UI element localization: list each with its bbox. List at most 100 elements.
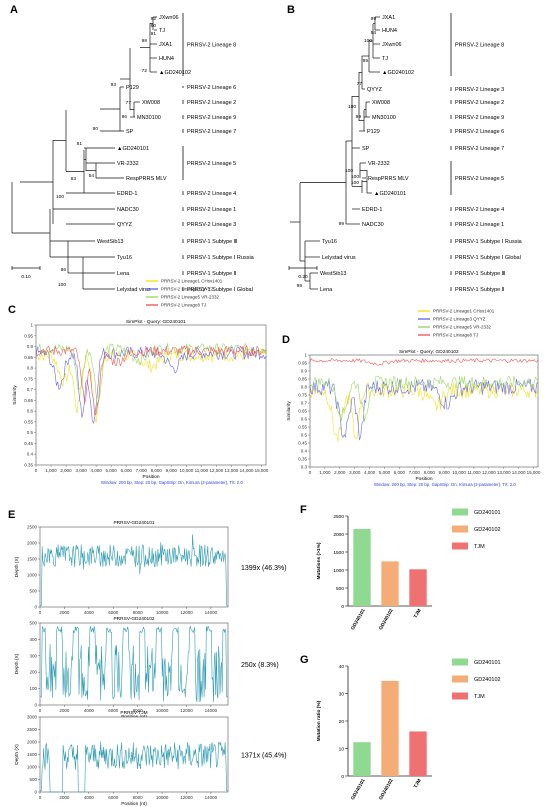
tip-label: RespPRRS MLV: [368, 176, 409, 182]
x-tick-label: 0: [35, 468, 38, 473]
y-tick-label: 1500: [27, 557, 38, 562]
group-label: PRRSV-2 Lineage 5: [187, 161, 236, 167]
bootstrap-value: 72: [142, 68, 148, 74]
bootstrap-value: 100: [345, 168, 353, 174]
y-tick-label: 100: [29, 686, 37, 691]
x-tick-label: 11,000: [195, 468, 209, 473]
group-label: PRRSV-2 Lineage 8: [187, 43, 236, 49]
tip-label: TJ: [159, 28, 165, 34]
y-tick-label: 1000: [27, 765, 38, 770]
x-tick-label: 12000: [180, 795, 193, 800]
y-axis-label: Depth (X): [14, 653, 20, 674]
x-tick-label: 3,000: [75, 468, 87, 473]
x-tick-label: 7,000: [409, 470, 421, 475]
tip-label: NADC30: [117, 207, 139, 213]
x-tick-label: 14,000: [512, 470, 526, 475]
y-tick-label: 0.4: [27, 452, 34, 457]
bootstrap-value: 80: [93, 126, 99, 132]
y-tick-label: 300: [29, 653, 37, 658]
legend-entry: GD240102: [474, 677, 501, 683]
tip-label: JXA1: [159, 42, 172, 48]
x-tick-label: 5,000: [106, 468, 118, 473]
y-tick-label: 0.85: [298, 377, 307, 382]
x-tick-label: 2,000: [334, 470, 346, 475]
group-label: PRRSV-1 Subtype Ⅲ: [187, 239, 238, 245]
x-tick-label: 10,000: [452, 470, 466, 475]
bar-gd240101: [353, 528, 371, 606]
y-tick-label: 0.35: [24, 463, 33, 468]
y-tick-label: 1500: [27, 752, 38, 757]
x-tick-label: 12,000: [482, 470, 496, 475]
y-tick-label: 20: [339, 719, 345, 725]
y-tick-label: 0.65: [24, 398, 33, 403]
y-tick-label: 0.95: [24, 333, 33, 338]
x-tick-label: 3,000: [349, 470, 361, 475]
legend-swatch: [452, 675, 468, 683]
y-tick-label: 0.45: [298, 441, 307, 446]
x-tick-label: 2,000: [60, 468, 72, 473]
legend-swatch: [452, 542, 468, 550]
x-axis-label: Position: [415, 476, 432, 482]
legend-swatch: [452, 692, 468, 700]
tip-label: NADC30: [362, 222, 384, 228]
bootstrap-value: 99: [371, 16, 377, 22]
x-tick-label: 4000: [84, 795, 95, 800]
panel-f-letter: F: [300, 504, 307, 516]
y-axis-label: Mutation ratio (%): [316, 700, 322, 741]
simplot-frame: [309, 354, 539, 468]
group-label: PRRSV-1 Subtype Ⅰ Global: [187, 287, 253, 293]
panel-c-simplot: C SimPlot - Query: GD240101 PRRSV-2 Lineag…: [8, 279, 269, 485]
x-axis-label: Position: [142, 474, 159, 480]
y-tick-label: 0.55: [298, 425, 307, 430]
legend-swatch: [452, 508, 468, 516]
tip-label: WestSib13: [320, 271, 347, 277]
y-tick-label: 2500: [27, 525, 38, 530]
y-tick-label: 40: [339, 664, 345, 670]
y-tick-label: 1500: [333, 550, 344, 556]
group-label: PRRSV-2 Lineage 4: [455, 207, 504, 213]
y-tick-label: 500: [29, 589, 37, 594]
x-tick-label: 4,000: [90, 468, 102, 473]
x-tick-label: 9,000: [438, 470, 450, 475]
y-tick-label: 0.7: [27, 387, 34, 392]
y-tick-label: 0.55: [24, 419, 33, 424]
y-tick-label: 500: [29, 621, 37, 626]
tip-label: QYYZ: [367, 87, 383, 93]
bar-gd240102: [381, 680, 399, 776]
x-tick-label: 4000: [84, 610, 95, 615]
x-tick-label: 13,000: [497, 470, 511, 475]
y-tick-label: 0: [341, 604, 344, 610]
legend-entry: PRRSV-2 Lineage5 VR-2332: [161, 295, 220, 300]
group-label: PRRSV-2 Lineage 8: [455, 43, 504, 49]
legend-entry: PRRSV-2 Lineage1 CHsx1401: [161, 279, 223, 284]
x-tick-label: 14,000: [240, 468, 254, 473]
tip-label: SP: [362, 146, 370, 152]
bootstrap-value: 63: [71, 176, 77, 182]
bootstrap-value: 98: [142, 38, 148, 44]
x-tick-label: 6000: [108, 795, 119, 800]
x-tick-label: 0: [39, 708, 42, 713]
panel-b-letter: B: [287, 4, 295, 16]
legend-entry: GD240101: [474, 510, 501, 516]
tip-label: ▲GD240102: [382, 70, 414, 76]
simplot-title: SimPlot - Query: GD240101: [126, 319, 186, 325]
bootstrap-value: 93: [111, 82, 117, 88]
x-tick-label: GD240101: [350, 608, 367, 631]
y-tick-label: 10: [339, 747, 345, 753]
group-label: PRRSV-2 Lineage 7: [455, 146, 504, 152]
group-label: PRRSV-1 Subtype Ⅱ: [455, 287, 505, 293]
tip-label: P129: [367, 129, 380, 135]
x-tick-label: 12000: [180, 708, 193, 713]
x-tick-label: 1,000: [319, 470, 331, 475]
x-tick-label: 4000: [84, 708, 95, 713]
x-tick-label: 6000: [108, 610, 119, 615]
tip-label: Lelystad virus: [117, 287, 151, 293]
bootstrap-value: 99: [339, 221, 345, 227]
x-tick-label: 11,000: [467, 470, 481, 475]
tip-label: MN30100: [372, 115, 396, 121]
bootstrap-value: 99: [356, 114, 362, 120]
legend-entry: PRRSV-2 Lineage8 TJ: [433, 333, 478, 338]
y-tick-label: 1000: [333, 568, 344, 574]
x-axis-label: Position (nt): [121, 801, 147, 807]
